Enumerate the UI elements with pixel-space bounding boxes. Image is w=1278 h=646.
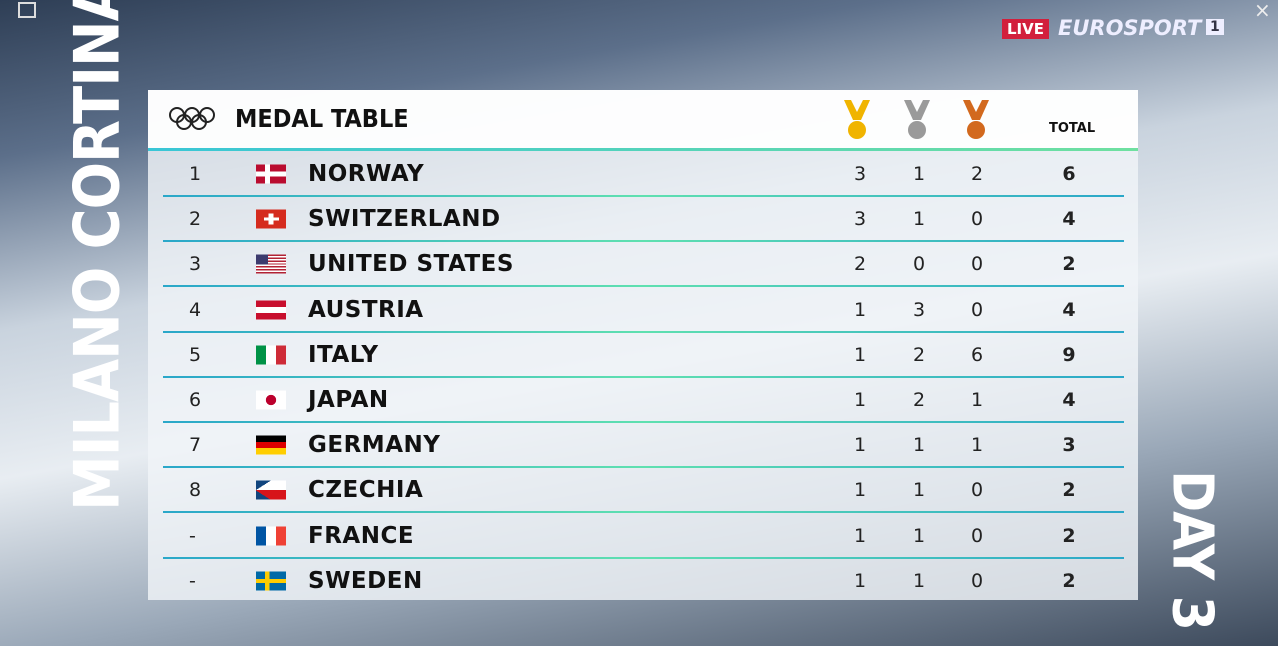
bronze-count: 0 <box>970 253 984 276</box>
gold-count: 1 <box>853 569 867 592</box>
total-count: 2 <box>1062 253 1076 276</box>
silver-count: 3 <box>912 298 926 321</box>
flag <box>256 254 286 274</box>
bronze-count: 0 <box>970 298 984 321</box>
country-name: NORWAY <box>308 161 425 187</box>
rank: - <box>189 569 196 592</box>
bronze-count: 0 <box>970 479 984 502</box>
flag <box>256 480 286 500</box>
total-count: 4 <box>1062 298 1076 321</box>
rank: 8 <box>189 479 202 502</box>
rank: 2 <box>189 208 202 231</box>
row-separator <box>163 511 1124 514</box>
olympic-rings <box>169 107 215 130</box>
silver-count: 0 <box>912 253 926 276</box>
silver-count: 1 <box>912 524 926 547</box>
row-separator <box>163 285 1124 288</box>
flag <box>256 571 286 591</box>
silver-count: 1 <box>912 569 926 592</box>
country-name: SWITZERLAND <box>308 206 501 233</box>
total-count: 2 <box>1062 479 1076 502</box>
bronze-count: 1 <box>970 389 984 411</box>
flag <box>256 390 286 410</box>
total-count: 2 <box>1062 569 1076 592</box>
gold-count: 1 <box>853 434 867 457</box>
gold-count: 1 <box>853 389 867 411</box>
gold-count: 3 <box>853 208 867 231</box>
row-separator <box>163 195 1124 197</box>
vertical-right-text: DAY 3 <box>1159 470 1225 630</box>
medal-icons <box>844 100 989 139</box>
rank: 3 <box>189 253 202 276</box>
rank: 1 <box>189 163 202 185</box>
gold-count: 1 <box>853 298 867 321</box>
gold-count: 2 <box>853 253 867 276</box>
row-separator <box>163 240 1124 243</box>
gold-count: 1 <box>853 479 867 502</box>
country-name: GERMANY <box>308 432 441 459</box>
vertical-left-text: MILANO CORTINA <box>60 0 134 511</box>
header-line <box>148 148 1138 151</box>
row-separator <box>163 556 1124 559</box>
country-name: ITALY <box>308 341 379 368</box>
silver-count: 1 <box>912 479 926 502</box>
country-name: CZECHIA <box>308 477 424 504</box>
rank: 5 <box>189 343 202 366</box>
silver-count: 1 <box>912 163 926 185</box>
silver-count: 2 <box>912 343 926 366</box>
country-name: JAPAN <box>308 387 389 413</box>
total-count: 4 <box>1062 389 1076 411</box>
silver-count: 2 <box>912 389 926 411</box>
table-title: MEDAL TABLE <box>235 104 409 133</box>
channel-number: 1 <box>1206 19 1224 35</box>
total-count: 3 <box>1062 434 1076 457</box>
gold-count: 1 <box>853 343 867 366</box>
row-separator <box>163 330 1124 333</box>
rank: 6 <box>189 389 202 411</box>
total-header: TOTAL <box>1049 121 1096 136</box>
rank: - <box>189 524 196 547</box>
country-name: UNITED STATES <box>308 251 514 278</box>
row-separator <box>163 421 1124 423</box>
flag <box>256 435 286 455</box>
pip-button[interactable] <box>18 2 36 18</box>
live-badge: LIVE <box>1002 19 1049 39</box>
silver-count: 1 <box>912 208 926 231</box>
flag <box>256 345 286 365</box>
bronze-count: 0 <box>970 524 984 547</box>
rank: 4 <box>189 298 202 321</box>
row-separator <box>163 375 1124 378</box>
row-separator <box>163 466 1124 469</box>
flag <box>256 300 286 320</box>
total-count: 4 <box>1062 208 1076 231</box>
total-count: 2 <box>1062 524 1076 547</box>
total-count: 6 <box>1062 163 1076 185</box>
gold-count: 3 <box>853 163 867 185</box>
total-count: 9 <box>1062 343 1076 366</box>
bronze-count: 6 <box>970 343 984 366</box>
flag <box>256 526 286 546</box>
bronze-count: 0 <box>970 569 984 592</box>
flag <box>256 164 286 184</box>
rank: 7 <box>189 434 202 457</box>
silver-count: 1 <box>912 434 926 457</box>
country-name: SWEDEN <box>308 567 423 594</box>
channel-logo: EUROSPORT <box>1058 16 1202 40</box>
country-name: FRANCE <box>308 522 415 549</box>
country-name: AUSTRIA <box>308 296 424 323</box>
flag <box>256 209 286 229</box>
table-panel <box>148 90 1138 600</box>
bronze-count: 1 <box>970 434 984 457</box>
bronze-count: 2 <box>970 163 984 185</box>
gold-count: 1 <box>853 524 867 547</box>
bronze-count: 0 <box>970 208 984 231</box>
close-button[interactable]: × <box>1254 0 1271 22</box>
